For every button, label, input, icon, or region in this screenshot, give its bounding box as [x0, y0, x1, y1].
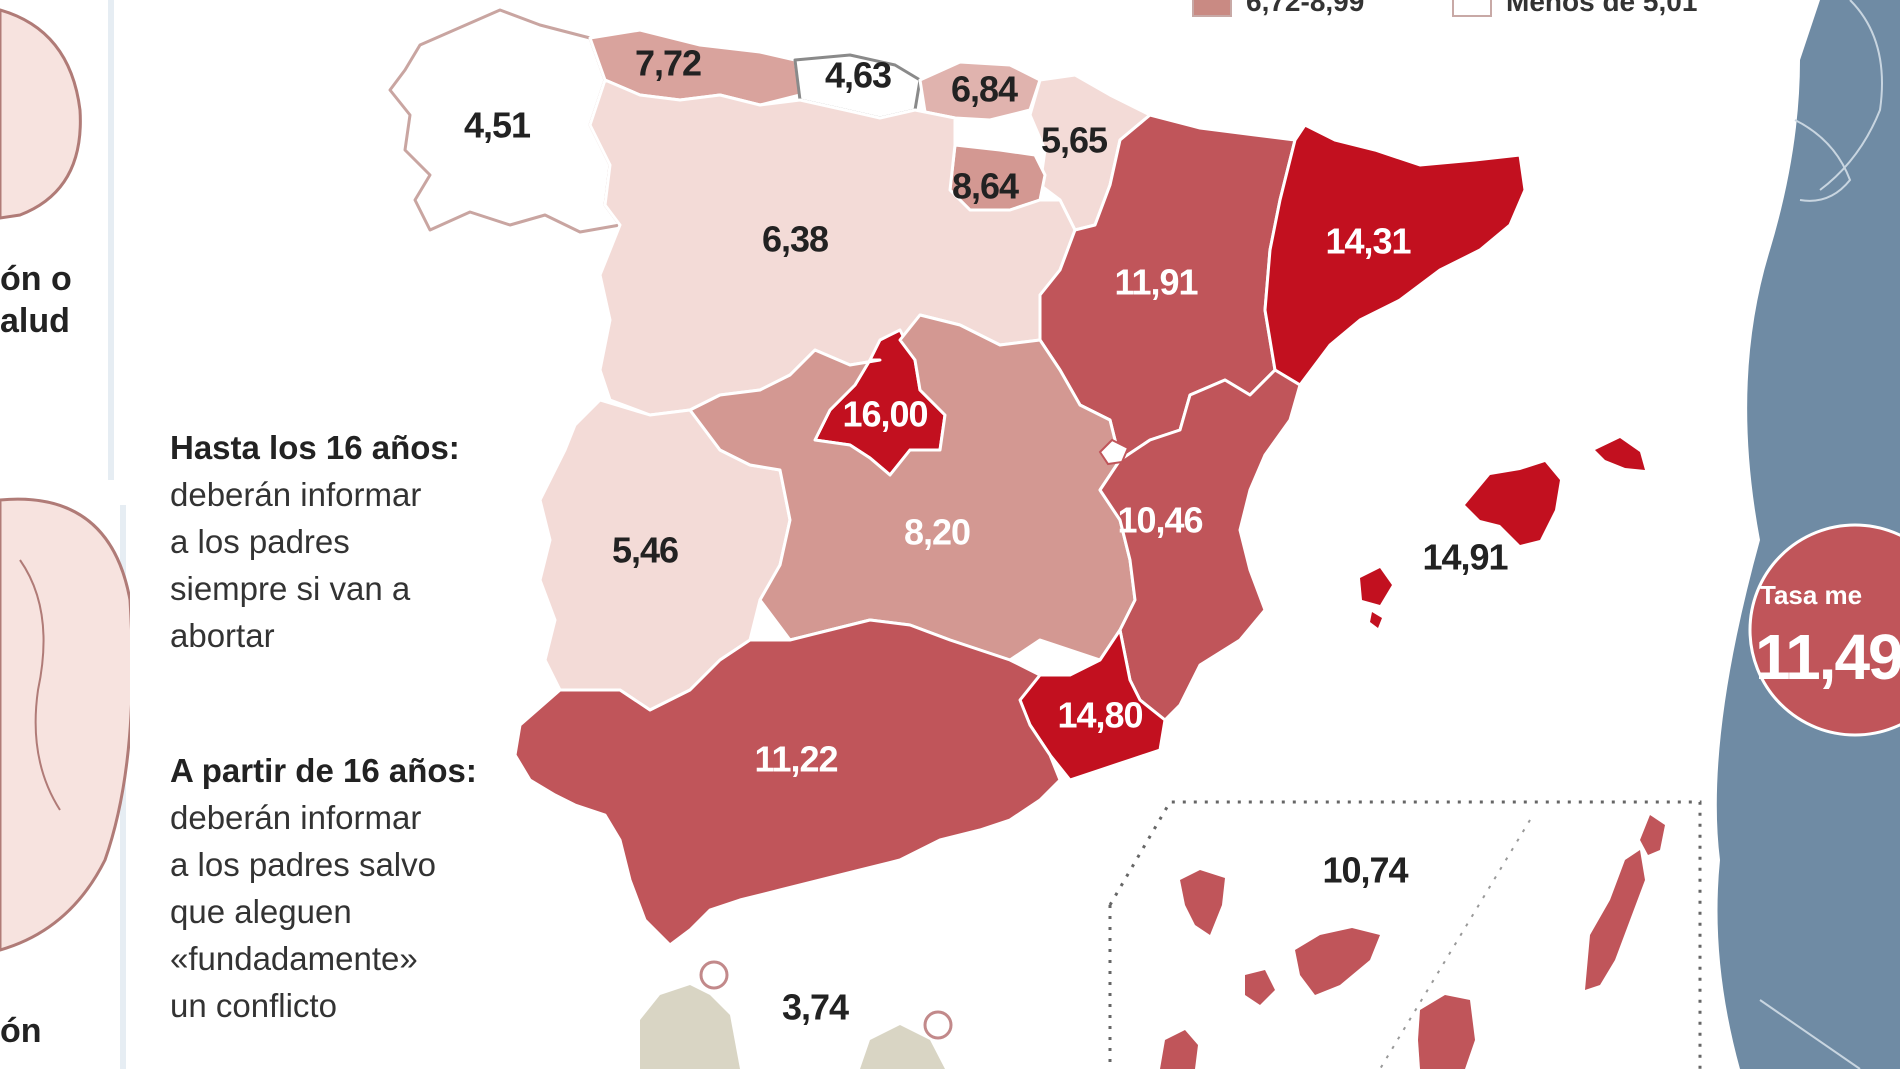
national-rate-value: 11,49 [1755, 621, 1900, 693]
legend-label-1: 6,72-8,99 [1246, 0, 1365, 17]
note-under-16-line: abortar [170, 617, 275, 654]
note-over-16-line: un conflicto [170, 987, 337, 1024]
note-over-16-line: deberán informar [170, 799, 422, 836]
label-cataluna: 14,31 [1325, 221, 1411, 262]
label-aragon: 11,91 [1114, 262, 1198, 303]
label-asturias: 7,72 [635, 43, 701, 84]
legend-label-2: Menos de 5,01 [1506, 0, 1698, 17]
national-rate-label: Tasa me [1760, 580, 1863, 610]
label-extremadura: 5,46 [612, 530, 678, 571]
legend-swatch-1 [1192, 0, 1232, 17]
cropped-left-text-1: ón o [0, 260, 72, 298]
region-valencia [1098, 368, 1302, 722]
region-canarias [1160, 815, 1665, 1069]
note-under-16-line: siempre si van a [170, 570, 411, 607]
fetus-illustration [0, 0, 134, 1069]
note-under-16-heading: Hasta los 16 años: [170, 429, 460, 466]
enclave-ademuz [1098, 438, 1130, 466]
note-under-16-line: deberán informar [170, 476, 422, 513]
note-over-16-line: a los padres salvo [170, 846, 436, 883]
label-pais-vasco: 6,84 [951, 69, 1018, 110]
note-under-16-line: a los padres [170, 523, 350, 560]
label-la-rioja: 8,64 [952, 166, 1019, 207]
cropped-left-text-3: ón [0, 1012, 42, 1050]
label-ceuta-melilla: 3,74 [782, 987, 849, 1028]
canarias-inset [1108, 800, 1702, 1069]
legend-swatch-2 [1452, 0, 1492, 17]
region-cataluna [1263, 123, 1527, 387]
label-navarra: 5,65 [1041, 120, 1108, 161]
label-galicia: 4,51 [464, 105, 531, 146]
legend-item-2: Menos de 5,01 [1452, 0, 1697, 18]
label-castilla-leon: 6,38 [762, 219, 828, 260]
national-rate-badge [1748, 523, 1900, 737]
legend-item-1: 6,72-8,99 [1192, 0, 1364, 18]
label-cantabria: 4,63 [825, 55, 891, 96]
label-madrid: 16,00 [842, 394, 927, 435]
label-murcia: 14,80 [1057, 695, 1142, 736]
label-baleares: 14,91 [1422, 537, 1508, 578]
note-over-16: A partir de 16 años: deberán informar a … [170, 747, 477, 1029]
region-baleares [1360, 438, 1645, 628]
label-canarias: 10,74 [1322, 850, 1408, 891]
pregnant-figure-illustration [1700, 0, 1900, 1070]
region-ceuta-melilla [640, 960, 953, 1069]
note-over-16-heading: A partir de 16 años: [170, 752, 477, 789]
label-valencia: 10,46 [1117, 500, 1202, 541]
label-castilla-la-mancha: 8,20 [904, 512, 970, 553]
label-andalucia: 11,22 [754, 739, 837, 780]
note-under-16: Hasta los 16 años: deberán informar a lo… [170, 424, 460, 659]
region-andalucia [513, 618, 1062, 947]
note-over-16-line: «fundadamente» [170, 940, 418, 977]
note-over-16-line: que aleguen [170, 893, 352, 930]
cropped-left-text-2: alud [0, 302, 70, 340]
